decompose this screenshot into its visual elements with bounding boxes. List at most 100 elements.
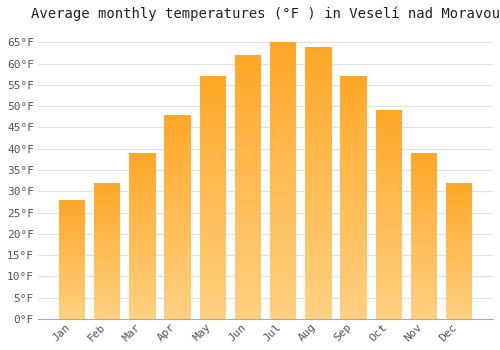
Bar <box>129 193 156 196</box>
Bar <box>305 308 332 314</box>
Bar <box>376 169 402 173</box>
Bar <box>446 248 472 251</box>
Bar <box>411 229 437 233</box>
Bar <box>411 306 437 309</box>
Bar <box>411 186 437 189</box>
Bar <box>129 292 156 296</box>
Bar <box>164 155 191 160</box>
Bar <box>235 176 261 182</box>
Bar <box>340 86 367 91</box>
Bar <box>270 291 296 297</box>
Bar <box>376 160 402 164</box>
Bar <box>376 181 402 186</box>
Bar <box>129 196 156 200</box>
Bar <box>340 134 367 139</box>
Bar <box>376 210 402 215</box>
Bar <box>59 216 85 219</box>
Bar <box>94 297 120 300</box>
Bar <box>305 194 332 199</box>
Bar <box>129 259 156 262</box>
Bar <box>446 289 472 292</box>
Bar <box>376 294 402 298</box>
Bar <box>446 284 472 286</box>
Bar <box>411 153 437 156</box>
Bar <box>235 155 261 161</box>
Bar <box>235 76 261 82</box>
Bar <box>411 183 437 186</box>
Bar <box>59 236 85 238</box>
Bar <box>411 166 437 169</box>
Bar <box>200 96 226 100</box>
Bar <box>94 308 120 311</box>
Bar <box>446 316 472 319</box>
Bar <box>200 300 226 304</box>
Bar <box>340 144 367 149</box>
Bar <box>59 226 85 228</box>
Bar <box>164 299 191 302</box>
Bar <box>59 219 85 221</box>
Bar <box>129 199 156 203</box>
Bar <box>94 215 120 218</box>
Bar <box>94 191 120 194</box>
Bar <box>376 135 402 140</box>
Bar <box>129 219 156 223</box>
Bar <box>94 275 120 278</box>
Bar <box>411 259 437 262</box>
Bar <box>376 240 402 244</box>
Bar <box>59 250 85 252</box>
Bar <box>376 286 402 290</box>
Bar <box>305 161 332 166</box>
Bar <box>270 186 296 192</box>
Bar <box>235 224 261 229</box>
Bar <box>94 281 120 284</box>
Bar <box>376 219 402 223</box>
Bar <box>270 42 296 48</box>
Bar <box>411 272 437 276</box>
Bar <box>305 123 332 128</box>
Bar <box>270 103 296 109</box>
Bar <box>235 240 261 245</box>
Bar <box>129 223 156 226</box>
Bar <box>411 296 437 299</box>
Bar <box>376 315 402 319</box>
Bar <box>59 212 85 214</box>
Bar <box>270 70 296 76</box>
Bar <box>235 166 261 171</box>
Bar <box>270 114 296 120</box>
Bar <box>235 71 261 76</box>
Bar <box>411 266 437 269</box>
Bar <box>446 199 472 202</box>
Bar <box>235 308 261 314</box>
Bar <box>94 273 120 275</box>
Bar <box>411 189 437 193</box>
Bar <box>270 136 296 142</box>
Bar <box>235 256 261 261</box>
Bar <box>270 98 296 103</box>
Bar <box>235 113 261 118</box>
Bar <box>446 275 472 278</box>
Bar <box>200 212 226 217</box>
Bar <box>376 194 402 198</box>
Bar <box>235 150 261 155</box>
Bar <box>270 280 296 286</box>
Bar <box>305 52 332 57</box>
Bar <box>446 243 472 245</box>
Bar <box>235 250 261 256</box>
Bar <box>164 270 191 274</box>
Bar <box>164 152 191 155</box>
Bar <box>305 270 332 275</box>
Bar <box>200 125 226 130</box>
Bar <box>340 110 367 115</box>
Bar <box>200 304 226 309</box>
Bar <box>340 149 367 154</box>
Bar <box>376 110 402 114</box>
Bar <box>235 192 261 197</box>
Bar <box>340 96 367 100</box>
Bar <box>235 103 261 108</box>
Bar <box>129 160 156 163</box>
Bar <box>376 131 402 135</box>
Bar <box>59 314 85 316</box>
Bar <box>94 240 120 243</box>
Bar <box>94 294 120 297</box>
Bar <box>340 164 367 168</box>
